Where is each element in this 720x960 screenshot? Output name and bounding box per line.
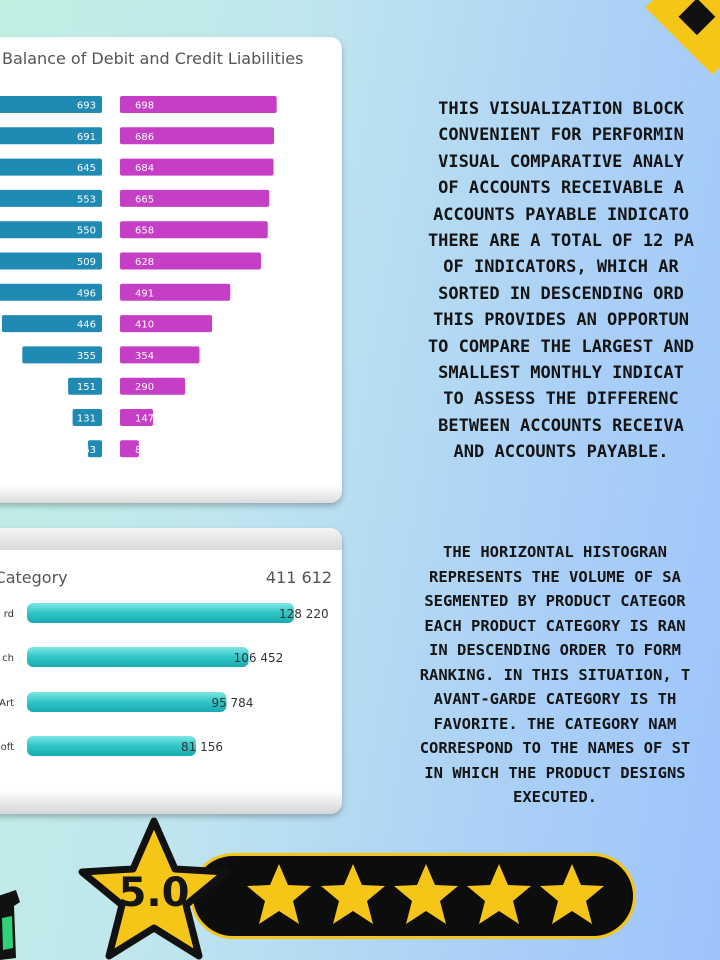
star-icon: [247, 864, 311, 924]
credit-bar-label: 410: [135, 320, 154, 331]
credit-bar: [120, 252, 261, 270]
star-icon: [540, 864, 604, 924]
debit-bar: [0, 158, 102, 176]
corner-badge-icon: [678, 0, 716, 36]
credit-bar: [120, 189, 270, 207]
category-value-label: 106 452: [234, 651, 284, 665]
category-bar: [27, 603, 294, 623]
debit-bar-label: 509: [77, 257, 96, 268]
credit-bar-label: 354: [135, 351, 154, 362]
debit-bar-label: 355: [77, 351, 96, 362]
credit-bar-label: 658: [135, 226, 154, 237]
description-liabilities: This visualization block convenient for …: [427, 99, 695, 463]
star-icon: [394, 864, 458, 924]
category-label: rd: [4, 609, 14, 620]
debit-bar-label: 553: [77, 194, 96, 205]
category-chart-title: y Category: [0, 568, 68, 587]
category-label: Art: [0, 698, 14, 709]
credit-bar: [120, 346, 200, 364]
debit-bar-label: 63: [83, 445, 96, 456]
debit-bar-label: 151: [77, 382, 96, 393]
debit-bar: [0, 252, 102, 270]
credit-bar-label: 686: [135, 132, 154, 143]
debit-bar: [0, 127, 102, 145]
liabilities-chart-svg: 693 691 645 553 550 509 496 446 355 151 131 63 698 68…: [0, 96, 277, 458]
category-label: ch: [2, 653, 14, 664]
star-icon: [467, 864, 531, 924]
category-label: oft: [1, 742, 14, 753]
category-chart-total: 411 612: [265, 568, 332, 587]
decorative-bottle-icon: [0, 890, 20, 960]
credit-bar: [120, 158, 274, 176]
credit-bar: [120, 221, 268, 239]
debit-bar-label: 550: [77, 226, 96, 237]
credit-bar: [120, 409, 154, 426]
category-bar: [27, 647, 249, 667]
star-icon: [321, 864, 385, 924]
category-value-label: 81 156: [181, 740, 223, 754]
credit-bar-label: 628: [135, 257, 154, 268]
credit-bar: [120, 127, 275, 145]
credit-bar: [120, 440, 139, 458]
debit-bar: [22, 346, 102, 364]
credit-bar-label: 491: [135, 288, 154, 299]
debit-bar: [0, 283, 102, 301]
liabilities-chart-card: Balance of Debit and Credit Liabilities …: [0, 37, 342, 503]
debit-bar-label: 691: [77, 132, 96, 143]
debit-bar-label: 693: [77, 101, 96, 112]
category-value-label: 128 220: [279, 607, 329, 621]
credit-bar-label: 665: [135, 194, 154, 205]
credit-bar-label: 684: [135, 163, 154, 174]
credit-bar: [120, 283, 231, 301]
debit-bar: [68, 377, 102, 395]
debit-bar: [1, 315, 102, 333]
card-top-strip: [0, 528, 342, 550]
category-chart-svg: rd 128 220 ch 106 452 Art 95 784 oft 81 156: [0, 603, 329, 756]
debit-bar-label: 131: [77, 414, 96, 425]
credit-bar: [120, 96, 277, 113]
debit-bar: [0, 189, 102, 207]
credit-bar-label: 698: [135, 101, 154, 112]
credit-bar-label: 290: [135, 382, 154, 393]
card-bottom-strip: [0, 485, 342, 503]
debit-bar: [0, 221, 102, 239]
rating-value: 5.0: [118, 870, 190, 916]
credit-bar-label: 84: [135, 445, 148, 456]
credit-bar: [120, 315, 213, 333]
card-bottom-strip: [0, 790, 342, 814]
category-bar: [27, 692, 227, 712]
debit-bar: [0, 96, 102, 113]
debit-bar: [87, 440, 102, 458]
corner-badge: [645, 0, 720, 75]
liabilities-chart-title: Balance of Debit and Credit Liabilities: [2, 49, 304, 68]
debit-bar-label: 496: [77, 288, 96, 299]
debit-bar-label: 645: [77, 163, 96, 174]
debit-bar: [72, 409, 102, 426]
rating-badge-star-icon: [78, 817, 230, 960]
category-chart-card: y Category 411 612 rd 128 220 ch 106 452 Art…: [0, 528, 342, 814]
debit-bar-label: 446: [77, 320, 96, 331]
category-bar: [27, 736, 196, 756]
description-category: The horizontal histogran represents the …: [419, 543, 691, 806]
credit-bar: [120, 377, 186, 395]
credit-bar-label: 147: [135, 414, 154, 425]
category-value-label: 95 784: [211, 696, 253, 710]
